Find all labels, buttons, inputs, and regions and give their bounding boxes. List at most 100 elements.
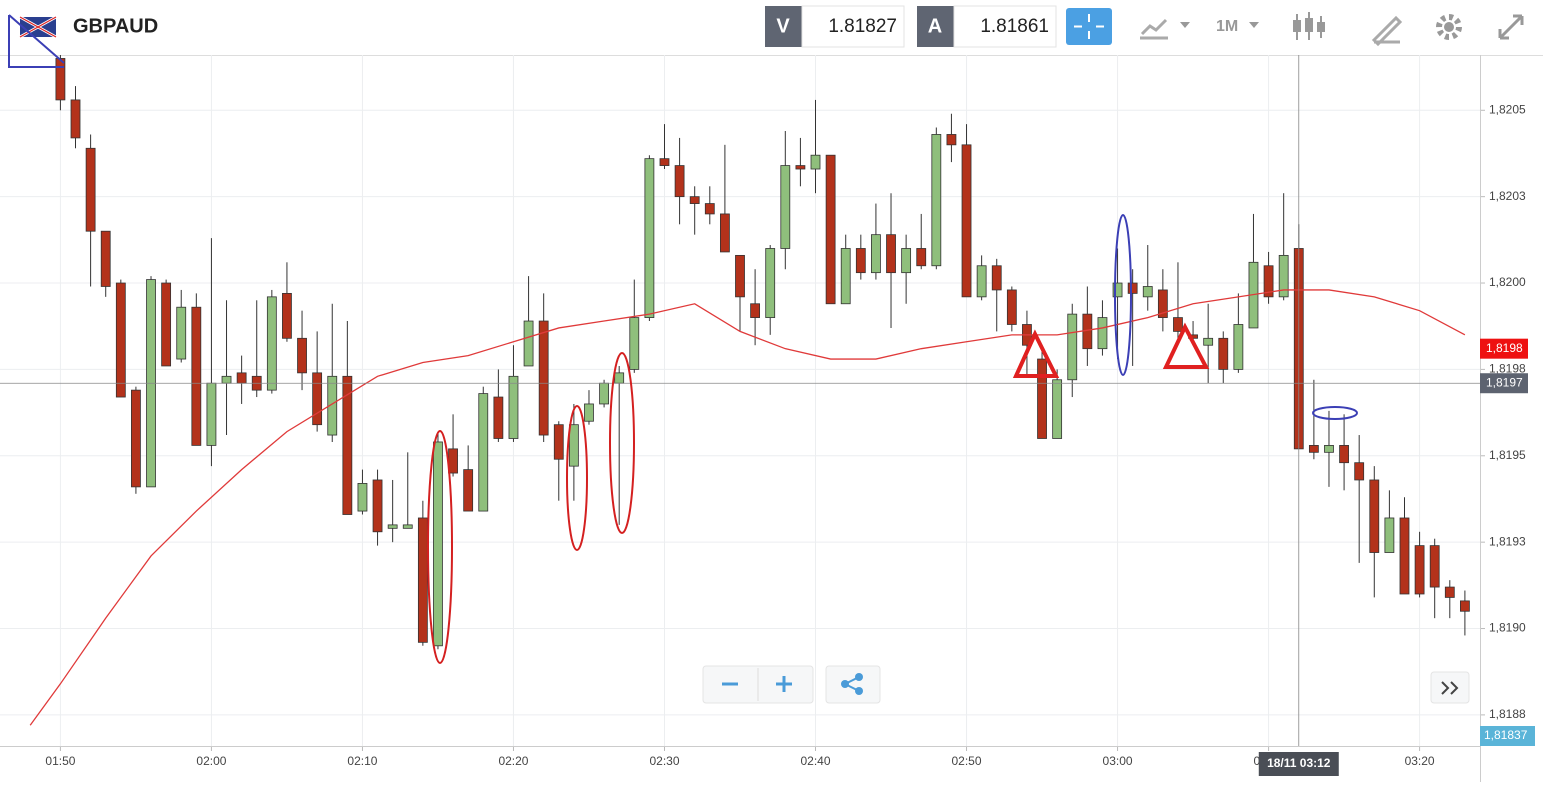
y-tick-label: 1,8190 [1489, 621, 1526, 635]
candle-body [55, 58, 66, 101]
candle-body [614, 372, 625, 384]
candle-body [387, 524, 398, 529]
candle-body [1006, 289, 1017, 325]
candle-body [236, 372, 247, 384]
candle-body [1369, 479, 1380, 553]
candle-body [931, 134, 942, 267]
candle-body [1414, 545, 1425, 595]
zoom-in-button[interactable] [776, 676, 792, 692]
ask-label-box[interactable] [917, 6, 954, 47]
candle-body [644, 158, 655, 318]
candle-body [568, 424, 579, 467]
candle-body [221, 375, 232, 384]
candle-body [523, 320, 534, 367]
candle-body [1203, 337, 1214, 346]
ask-price: 1.81861 [980, 16, 1049, 37]
candle-body [312, 372, 323, 426]
x-tick-label: 02:30 [649, 754, 679, 768]
candle-body [735, 254, 745, 298]
x-tick-label: 02:00 [196, 754, 226, 768]
candle-body [70, 99, 81, 139]
y-tick-label: 1,8198 [1489, 362, 1526, 376]
candle-body [100, 230, 111, 287]
candle-body [795, 165, 806, 170]
x-tick-label: 02:20 [498, 754, 528, 768]
chart-type-icon[interactable] [1140, 18, 1168, 40]
fullscreen-icon[interactable] [1498, 14, 1524, 40]
plot [0, 55, 1480, 746]
bottom-price-label: 1,81837 [1484, 728, 1528, 742]
candle-body [886, 234, 896, 274]
candle-body [131, 389, 141, 488]
dropdown-arrow [1180, 22, 1190, 28]
candle-body [327, 375, 338, 436]
last-price-box [1480, 338, 1528, 359]
candle-body [493, 396, 504, 439]
candle-body [553, 424, 564, 460]
settings-icon[interactable] [1436, 14, 1462, 40]
crosshair-time-label: 18/11 03:12 [1267, 756, 1331, 770]
drawing-icon[interactable] [1371, 15, 1403, 47]
bid-label-box[interactable] [765, 6, 802, 47]
ask-box[interactable] [953, 5, 1057, 48]
candle-body [191, 306, 202, 446]
candle-body [1233, 324, 1244, 370]
candle-body [1278, 254, 1289, 298]
candle-body [840, 248, 851, 305]
y-tick-label: 1,8203 [1489, 189, 1526, 203]
annotation-ellipse [1114, 214, 1132, 376]
candle-body [584, 403, 594, 422]
candle-body [1324, 445, 1334, 453]
bid-box[interactable] [801, 5, 905, 48]
annotation-triangle [1162, 322, 1210, 369]
crosshair-price-label: 1,8197 [1486, 375, 1523, 389]
candle-body [1459, 600, 1470, 612]
candle-body [750, 303, 761, 318]
grid [0, 55, 1485, 751]
x-tick-label: 02:10 [347, 754, 377, 768]
candle-body [1037, 358, 1047, 439]
candle-body [357, 483, 368, 512]
candle-body [689, 196, 700, 204]
crosshair-button[interactable] [1066, 8, 1112, 45]
y-tick-label: 1,8195 [1489, 448, 1526, 462]
candle-body [991, 265, 1002, 291]
candle-body [599, 382, 609, 405]
candle-body [463, 469, 474, 512]
candle-body [1157, 289, 1168, 318]
candle-body [765, 248, 776, 318]
settings-hub [1444, 22, 1454, 32]
last-price-label: 1,8198 [1486, 341, 1523, 355]
candle-body [825, 154, 836, 305]
candle-body [297, 337, 307, 374]
share-button[interactable] [825, 665, 881, 704]
candle-body [1384, 517, 1395, 553]
y-tick-label: 1,8193 [1489, 534, 1526, 548]
candle-body [961, 144, 972, 298]
candle-body [1127, 282, 1138, 294]
x-tick-label: 02:50 [952, 754, 982, 768]
x-tick-label: 03:20 [1405, 754, 1435, 768]
candle-body [508, 375, 519, 439]
candle-body [478, 393, 489, 512]
candle-body [1354, 462, 1365, 481]
moving-average [29, 289, 1466, 726]
candle-body [342, 375, 353, 515]
candle-body [1082, 313, 1093, 350]
candle-body [1142, 286, 1153, 298]
candle-body [629, 317, 640, 370]
candle-body [704, 203, 715, 215]
symbol: GBPAUD [73, 15, 158, 37]
timeframe[interactable]: 1M [1216, 18, 1238, 35]
scroll-end-button[interactable] [1430, 671, 1470, 704]
candle-body [433, 441, 443, 647]
annotation-ellipse [609, 352, 635, 534]
candle-body [1444, 586, 1455, 598]
candle-body [538, 320, 549, 436]
candle-body [1112, 282, 1123, 298]
annotation-triangle [8, 14, 65, 68]
candle-body [1399, 517, 1410, 595]
candle-body [266, 296, 277, 391]
crosshair-icon [1074, 14, 1104, 39]
